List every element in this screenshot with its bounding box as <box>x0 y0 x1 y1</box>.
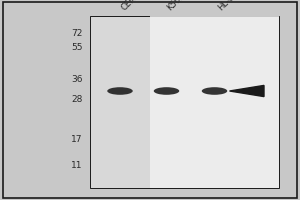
Text: 11: 11 <box>71 162 82 170</box>
Ellipse shape <box>202 87 227 95</box>
Text: 72: 72 <box>71 29 82 38</box>
Text: 28: 28 <box>71 96 82 104</box>
Bar <box>150 16 279 188</box>
Text: K562: K562 <box>165 0 187 12</box>
Bar <box>90 16 279 188</box>
Polygon shape <box>230 85 264 97</box>
Text: CEM: CEM <box>120 0 140 12</box>
Ellipse shape <box>154 87 179 95</box>
Text: 36: 36 <box>71 75 82 84</box>
Text: 55: 55 <box>71 44 82 52</box>
Text: 17: 17 <box>71 136 82 144</box>
Text: HL-60: HL-60 <box>216 0 240 12</box>
Ellipse shape <box>107 87 133 95</box>
